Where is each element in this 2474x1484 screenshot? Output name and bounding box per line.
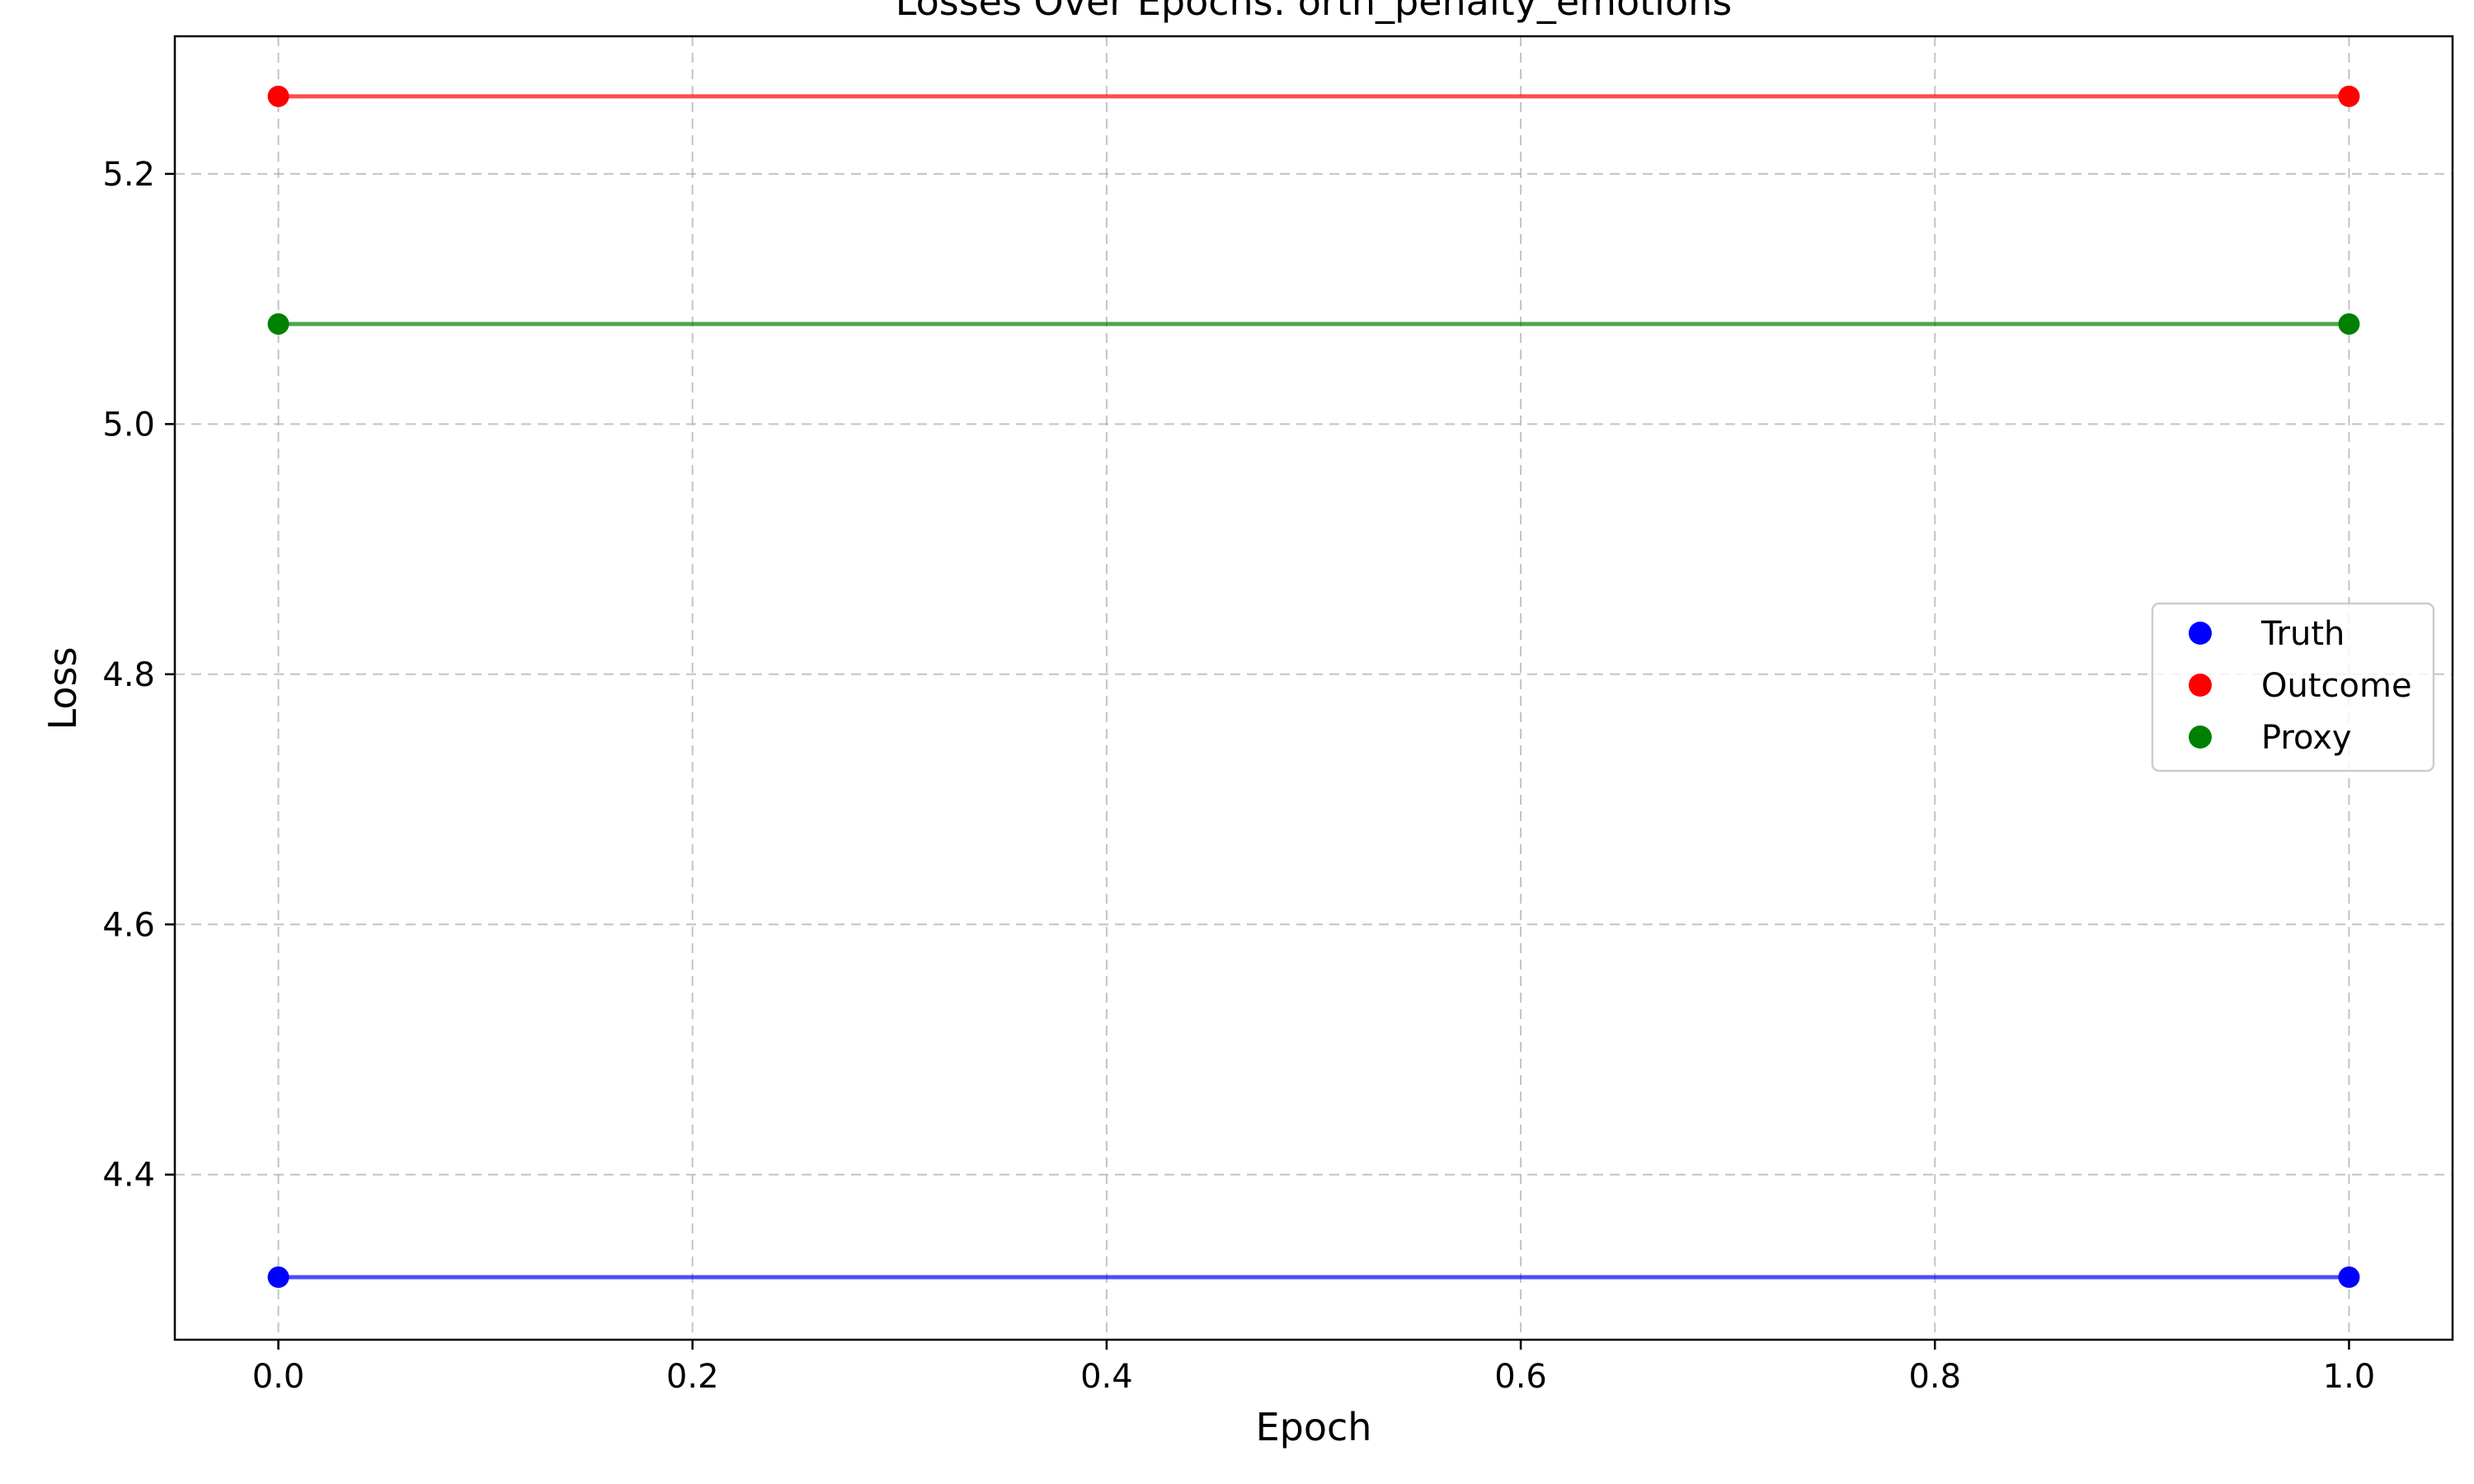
y-tick-label: 5.2 bbox=[102, 156, 155, 194]
series-layer bbox=[267, 85, 2360, 1289]
legend-label: Truth bbox=[2260, 615, 2345, 653]
legend-marker-truth bbox=[2189, 622, 2212, 645]
legend-label: Proxy bbox=[2261, 719, 2352, 757]
data-point-proxy bbox=[267, 312, 289, 335]
ticks: 0.0 0.2 0.4 0.6 0.8 1.0 4.4 4.6 4.8 5.0 5.2 bbox=[102, 156, 2375, 1396]
data-point-proxy bbox=[2338, 312, 2360, 335]
legend-marker-outcome bbox=[2189, 674, 2212, 697]
x-axis-title: Epoch bbox=[1256, 1405, 1372, 1449]
data-point-outcome bbox=[2338, 85, 2360, 107]
data-point-truth bbox=[267, 1266, 289, 1289]
legend-box bbox=[2151, 602, 2435, 773]
x-tick-label: 0.8 bbox=[1908, 1358, 1961, 1396]
x-tick-label: 0.2 bbox=[666, 1358, 719, 1396]
plot-frame bbox=[173, 35, 2454, 1341]
data-point-outcome bbox=[267, 85, 289, 107]
x-tick-label: 0.6 bbox=[1494, 1358, 1547, 1396]
y-tick-label: 4.4 bbox=[102, 1157, 155, 1195]
legend: Truth Outcome Proxy bbox=[2151, 602, 2435, 773]
legend-marker-proxy bbox=[2189, 726, 2212, 749]
x-tick-label: 0.4 bbox=[1080, 1358, 1133, 1396]
y-tick-label: 4.8 bbox=[102, 656, 155, 694]
legend-label: Outcome bbox=[2261, 667, 2412, 705]
y-axis-title: Loss bbox=[40, 647, 85, 730]
chart-title: Losses Over Epochs: orth_penalty_emotion… bbox=[896, 0, 1732, 24]
x-tick-label: 0.0 bbox=[252, 1358, 305, 1396]
grid bbox=[175, 36, 2453, 1340]
data-point-truth bbox=[2338, 1266, 2360, 1289]
y-tick-label: 5.0 bbox=[102, 406, 155, 444]
y-tick-label: 4.6 bbox=[102, 906, 155, 944]
x-tick-label: 1.0 bbox=[2323, 1358, 2376, 1396]
